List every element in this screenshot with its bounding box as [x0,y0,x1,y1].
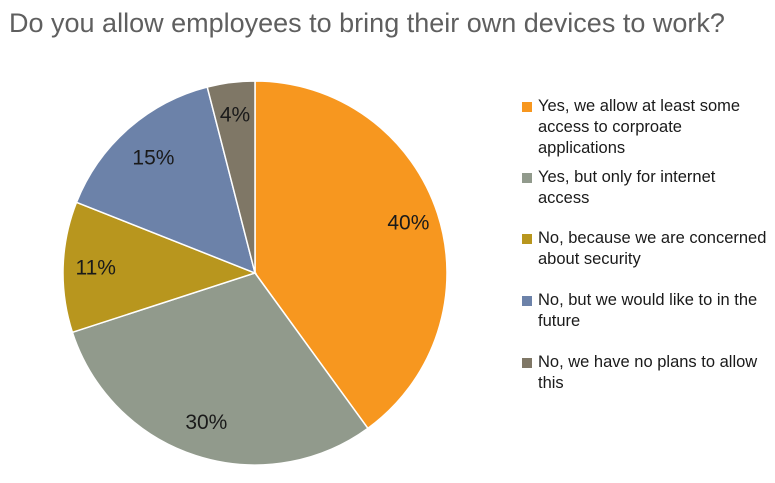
legend-item: Yes, we allow at least some access to co… [522,96,767,159]
slice-data-label: 15% [132,146,174,169]
pie-slice [75,86,257,275]
legend-item: No, but we would like to in the future [522,290,767,352]
slice-data-label: 30% [185,411,227,434]
legend-swatch [522,234,532,244]
legend-label: Yes, but only for internet access [538,168,716,207]
legend-item: No, we have no plans to allow this [522,352,767,394]
legend-label: No, we have no plans to allow this [538,353,758,392]
pie-slice [254,80,448,430]
legend-label: No, but we would like to in the future [538,291,758,330]
slice-data-label: 4% [220,103,250,126]
pie-slice [62,201,258,334]
pie-slice [206,80,256,274]
legend-swatch [522,102,532,112]
legend-label: Yes, we allow at least some access to co… [538,97,741,157]
legend: Yes, we allow at least some access to co… [522,96,767,394]
slice-data-label: 40% [387,212,429,235]
legend-swatch [522,173,532,183]
legend-item: No, because we are concerned about secur… [522,228,767,290]
legend-item: Yes, but only for internet access [522,167,767,228]
legend-swatch [522,358,532,368]
pie-slice [71,272,369,466]
legend-label: No, because we are concerned about secur… [538,229,767,268]
slice-data-label: 11% [75,256,115,279]
chart-title: Do you allow employees to bring their ow… [9,8,725,38]
legend-swatch [522,296,532,306]
